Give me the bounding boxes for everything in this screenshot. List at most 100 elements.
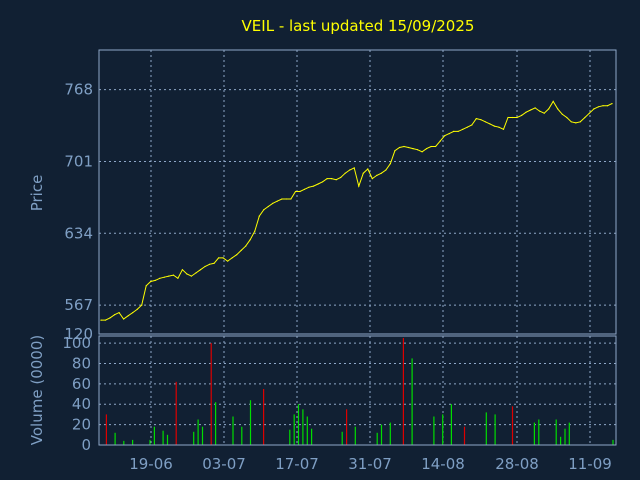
price-point [344,172,346,174]
price-point [317,183,319,185]
price-point [312,185,315,187]
price-point [177,277,179,279]
x-tick-label: 17-07 [275,455,319,473]
price-point [123,318,125,320]
price-point [299,190,301,193]
price-point [539,110,541,112]
price-point [453,130,455,132]
price-point [331,178,333,180]
price-point [294,190,297,193]
price-point [575,122,577,124]
price-panel: 567 634 701 768 120 [64,49,617,343]
price-point [114,314,116,316]
price-tick-label: 768 [64,81,93,99]
price-point [254,230,256,232]
price-point [118,312,120,314]
price-point [195,272,197,274]
price-point [444,135,446,137]
x-tick-label: 03-07 [202,455,246,473]
price-point [358,185,360,187]
price-point [281,198,283,200]
price-point [543,112,545,114]
x-tick-label: 31-07 [348,455,392,473]
price-point [199,269,202,271]
price-point [218,257,220,259]
price-point [267,205,269,208]
price-series-line [101,100,613,321]
price-point [484,121,486,123]
volume-tick-label: 40 [72,395,91,413]
price-tick-label: 567 [64,296,93,314]
price-point [552,100,554,102]
chart-title: VEIL - last updated 15/09/2025 [242,17,475,35]
price-point [231,257,233,259]
price-point [127,315,129,317]
price-tick-label: 634 [64,224,93,242]
price-bottom-label: 120 [64,325,93,343]
price-point [435,145,437,148]
price-point [159,277,161,279]
x-tick-label: 14-08 [421,455,465,473]
price-point [303,188,306,190]
price-point [416,149,419,151]
volume-tick-label: 20 [72,416,91,434]
price-point [240,249,242,251]
price-point [290,198,292,200]
price-point [376,174,378,176]
price-point [566,116,568,119]
price-point [398,146,401,149]
price-point [172,274,174,276]
price-point [222,257,224,259]
price-point [136,308,138,310]
price-panel-frame [98,49,617,335]
price-point [276,200,278,202]
price-point [530,109,532,111]
price-point [380,172,382,174]
price-point [584,116,586,119]
price-point [448,133,450,135]
price-point [579,121,581,123]
price-point [326,178,328,180]
price-point [132,312,134,314]
price-point [471,124,473,126]
price-point [154,279,156,281]
price-point [421,151,423,153]
price-point [308,186,310,188]
price-point [168,275,170,277]
price-axis-label: Price [28,175,46,212]
price-point [100,319,102,321]
price-point [570,121,572,123]
price-point [204,265,206,268]
price-point [403,145,405,148]
price-point [606,105,609,107]
price-point [181,269,183,271]
x-tick-label: 19-06 [129,455,173,473]
volume-tick-label: 100 [62,334,91,352]
x-tick-label: 28-08 [495,455,539,473]
price-tick-label: 701 [64,152,93,170]
volume-tick-label: 60 [72,375,91,393]
price-point [367,168,369,170]
price-point [493,125,495,127]
price-point [521,114,523,116]
price-point [371,178,373,180]
price-point [272,202,274,204]
price-point [593,108,595,110]
price-point [389,163,391,165]
volume-panel-frame [98,335,617,446]
price-point [548,108,550,110]
price-point [516,116,518,119]
x-tick-label: 11-09 [568,455,612,473]
price-point [462,128,464,130]
price-point [245,245,247,247]
price-point [412,148,414,150]
price-point [322,181,324,183]
price-point [186,273,188,275]
price-point [457,130,459,132]
price-point [557,108,559,110]
price-point [480,119,482,121]
price-point [466,126,468,128]
price-point [602,105,604,107]
price-point [227,260,229,262]
